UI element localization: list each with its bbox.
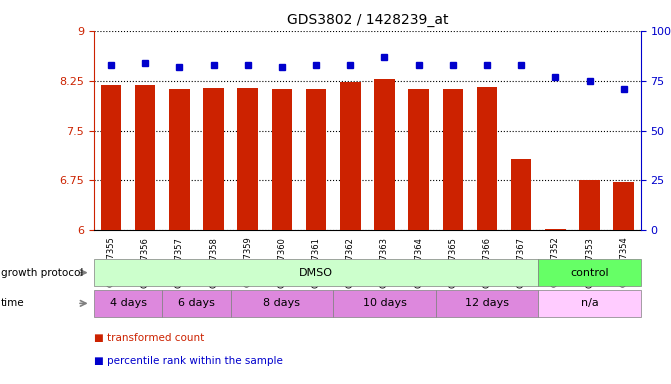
Bar [238, 88, 258, 230]
Text: GDS3802 / 1428239_at: GDS3802 / 1428239_at [287, 13, 448, 27]
Bar [340, 82, 360, 230]
Bar [511, 159, 531, 230]
Text: 12 days: 12 days [465, 298, 509, 308]
Text: control: control [570, 268, 609, 278]
Text: DMSO: DMSO [299, 268, 333, 278]
Bar [101, 85, 121, 230]
Text: 8 days: 8 days [264, 298, 301, 308]
Bar [135, 84, 156, 230]
Text: ■ percentile rank within the sample: ■ percentile rank within the sample [94, 356, 282, 366]
Bar [545, 229, 566, 230]
Bar [443, 89, 463, 230]
Bar [476, 87, 497, 230]
Bar [409, 89, 429, 230]
Bar [272, 89, 292, 230]
Text: n/a: n/a [580, 298, 599, 308]
Bar [579, 180, 600, 230]
Text: growth protocol: growth protocol [1, 268, 83, 278]
Text: 6 days: 6 days [178, 298, 215, 308]
Text: ■ transformed count: ■ transformed count [94, 333, 204, 343]
Bar [169, 89, 190, 230]
Bar [203, 88, 224, 230]
Bar [613, 182, 634, 230]
Text: 4 days: 4 days [109, 298, 147, 308]
Text: time: time [1, 298, 24, 308]
Text: 10 days: 10 days [362, 298, 407, 308]
Bar [374, 79, 395, 230]
Bar [306, 89, 326, 230]
